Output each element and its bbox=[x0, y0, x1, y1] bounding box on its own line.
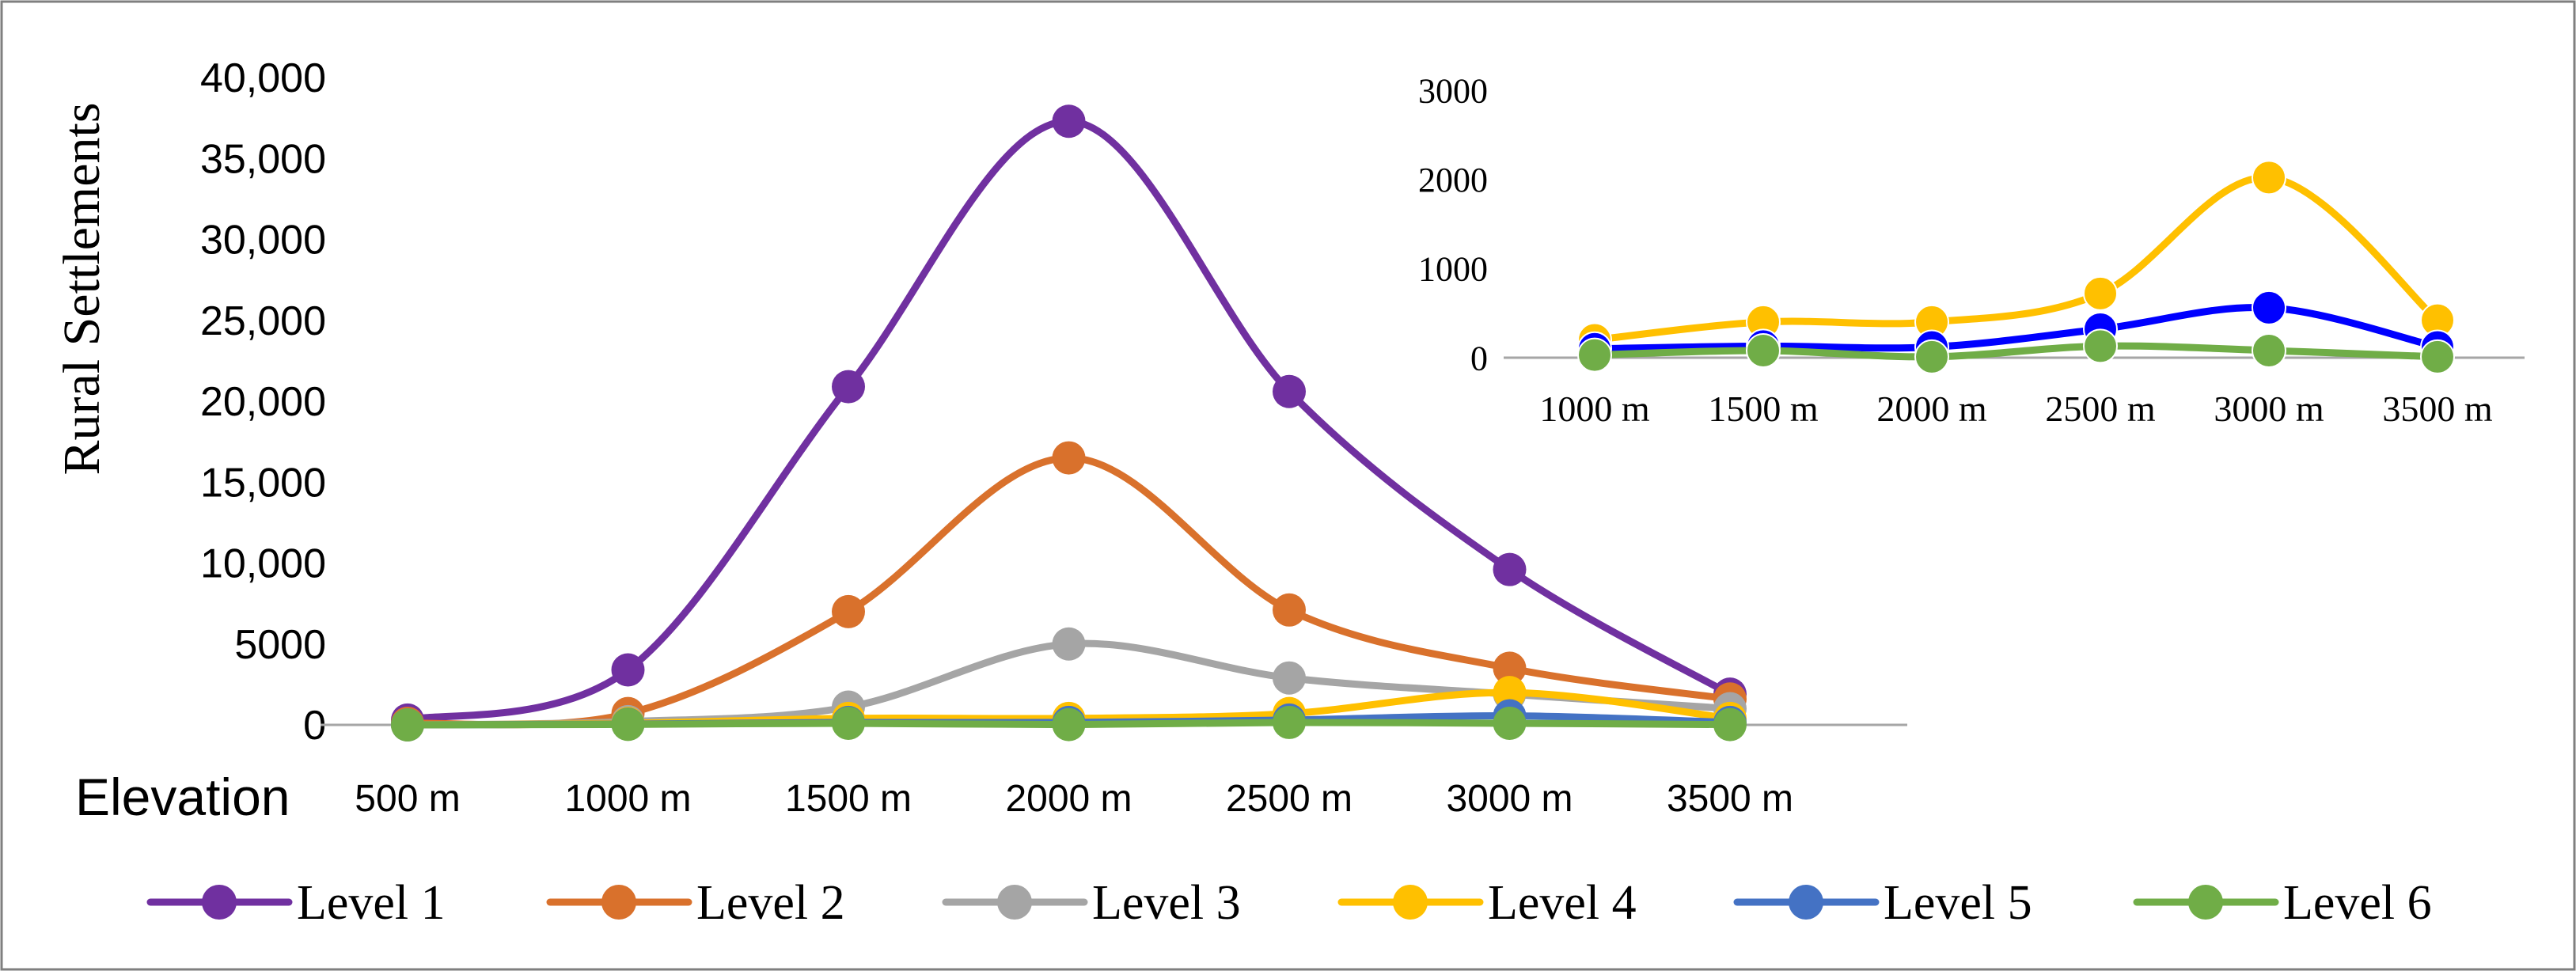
legend-label: Level 3 bbox=[1092, 876, 1241, 930]
main-y-tick-label: 35,000 bbox=[200, 136, 326, 182]
legend-item-level-4: Level 4 bbox=[1337, 876, 1637, 930]
inset-y-tick-label: 1000 bbox=[1418, 250, 1488, 289]
inset-x-tick-label: 2500 m bbox=[2045, 389, 2156, 429]
main-marker-level-3 bbox=[1052, 627, 1086, 661]
inset-marker-level-4 bbox=[2083, 275, 2118, 311]
main-x-tick-label: 2500 m bbox=[1226, 778, 1352, 820]
inset-marker-level-4 bbox=[2252, 160, 2286, 195]
legend-swatch-marker bbox=[1393, 885, 1428, 920]
inset-marker-level-6 bbox=[1577, 337, 1612, 373]
main-x-tick-label: 1500 m bbox=[785, 778, 912, 820]
main-marker-level-6 bbox=[1713, 707, 1747, 742]
inset-y-tick-label: 3000 bbox=[1418, 71, 1488, 110]
inset-y-tick-label: 0 bbox=[1470, 339, 1488, 377]
main-marker-level-6 bbox=[611, 707, 645, 742]
inset-x-tick-label: 1000 m bbox=[1539, 389, 1650, 429]
legend-swatch-marker bbox=[1789, 885, 1823, 920]
main-x-tick-label: 3000 m bbox=[1446, 778, 1573, 820]
main-marker-level-6 bbox=[1052, 707, 1086, 742]
legend-label: Level 2 bbox=[696, 876, 845, 930]
main-y-tick-label: 10,000 bbox=[200, 541, 326, 587]
inset-chart: 0 1000 2000 3000 1000 m 1500 m 2000 m 2500 m 30… bbox=[1418, 71, 2525, 429]
main-marker-level-2 bbox=[1493, 651, 1527, 685]
main-x-tick-label: 3500 m bbox=[1667, 778, 1793, 820]
inset-marker-level-6 bbox=[2083, 328, 2118, 364]
main-y-tick-label: 20,000 bbox=[200, 379, 326, 425]
legend-swatch-marker bbox=[601, 885, 636, 920]
main-series-level-6 bbox=[391, 705, 1747, 742]
main-marker-level-3 bbox=[1273, 661, 1306, 695]
main-marker-level-1 bbox=[1052, 104, 1086, 138]
inset-marker-level-6 bbox=[1914, 339, 1949, 374]
main-marker-level-4 bbox=[1493, 676, 1527, 710]
inset-y-tick-label: 2000 bbox=[1418, 161, 1488, 199]
legend: Level 1 Level 2 Level 3 Level 4 Level 5 Level… bbox=[146, 876, 2432, 930]
main-y-tick-label: 5000 bbox=[234, 622, 326, 668]
main-x-tick-labels: 500 m 1000 m 1500 m 2000 m 2500 m 3000 m 3500 … bbox=[355, 778, 1793, 820]
inset-x-tick-label: 2000 m bbox=[1876, 389, 1987, 429]
main-marker-level-1 bbox=[1493, 552, 1527, 586]
legend-item-level-3: Level 3 bbox=[942, 876, 1241, 930]
legend-item-level-5: Level 5 bbox=[1733, 876, 2032, 930]
main-marker-level-6 bbox=[1273, 705, 1306, 739]
inset-x-tick-labels: 1000 m 1500 m 2000 m 2500 m 3000 m 3500 m bbox=[1539, 389, 2493, 429]
main-y-tick-label: 15,000 bbox=[200, 460, 326, 506]
main-y-tick-label: 30,000 bbox=[200, 218, 326, 264]
inset-x-tick-label: 3500 m bbox=[2382, 389, 2493, 429]
legend-label: Level 1 bbox=[297, 876, 446, 930]
main-marker-level-1 bbox=[611, 653, 645, 687]
legend-swatch-marker bbox=[2188, 885, 2223, 920]
inset-marker-level-6 bbox=[2252, 332, 2286, 368]
main-marker-level-6 bbox=[832, 706, 865, 740]
legend-item-level-2: Level 2 bbox=[546, 876, 845, 930]
inset-line-level-5 bbox=[1591, 303, 2441, 353]
main-marker-level-2 bbox=[1273, 593, 1306, 627]
legend-swatch-marker bbox=[202, 885, 237, 920]
main-series-group bbox=[391, 104, 1747, 742]
inset-marker-level-6 bbox=[1746, 332, 1781, 368]
main-marker-level-1 bbox=[832, 370, 865, 404]
legend-swatch-marker bbox=[997, 885, 1032, 920]
main-x-tick-label: 2000 m bbox=[1005, 778, 1132, 820]
main-marker-level-1 bbox=[1273, 374, 1306, 408]
main-marker-level-6 bbox=[391, 708, 424, 742]
inset-marker-level-6 bbox=[2420, 339, 2455, 374]
inset-series-group bbox=[1577, 160, 2455, 374]
legend-label: Level 4 bbox=[1488, 876, 1637, 930]
inset-series-level-6 bbox=[1577, 328, 2455, 374]
legend-label: Level 5 bbox=[1884, 876, 2032, 930]
main-x-tick-label: 500 m bbox=[355, 778, 460, 820]
main-x-axis-title: Elevation bbox=[75, 768, 290, 826]
main-y-axis-title: Rural Settlements bbox=[53, 102, 111, 475]
main-y-tick-label: 25,000 bbox=[200, 298, 326, 344]
main-x-tick-label: 1000 m bbox=[564, 778, 691, 820]
legend-label: Level 6 bbox=[2283, 876, 2432, 930]
main-marker-level-2 bbox=[1052, 441, 1086, 475]
inset-marker-level-5 bbox=[2252, 290, 2286, 325]
main-chart: Rural Settlements Elevation 0 5000 10,000 1… bbox=[53, 55, 1907, 826]
main-marker-level-2 bbox=[832, 594, 865, 628]
legend-item-level-6: Level 6 bbox=[2133, 876, 2432, 930]
inset-y-tick-labels: 0 1000 2000 3000 bbox=[1418, 71, 1488, 377]
main-y-tick-label: 40,000 bbox=[200, 55, 326, 101]
inset-x-tick-label: 1500 m bbox=[1708, 389, 1819, 429]
main-y-tick-labels: 0500010,00015,00020,00025,00030,00035,00… bbox=[200, 55, 326, 749]
legend-item-level-1: Level 1 bbox=[146, 876, 446, 930]
main-marker-level-6 bbox=[1493, 706, 1527, 740]
inset-line-level-6 bbox=[1591, 342, 2441, 361]
inset-x-tick-label: 3000 m bbox=[2214, 389, 2324, 429]
